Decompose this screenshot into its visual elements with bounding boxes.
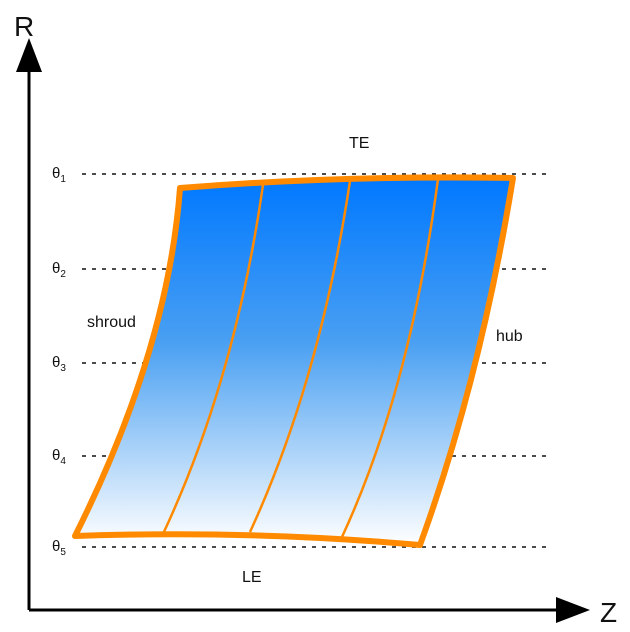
theta-label-1: θ1 xyxy=(52,165,66,185)
r-axis-label: R xyxy=(14,11,34,42)
hub-label: hub xyxy=(496,328,523,345)
theta-label-2: θ2 xyxy=(52,260,66,280)
shroud-label: shroud xyxy=(87,314,136,331)
blade-section-line-3 xyxy=(340,178,440,538)
z-axis-arrow-icon xyxy=(556,597,590,623)
blade-surface xyxy=(72,174,516,548)
z-axis-label: Z xyxy=(600,597,617,628)
theta-label-5: θ5 xyxy=(52,538,66,558)
blade-section-lines xyxy=(161,178,440,538)
le-label: LE xyxy=(242,569,262,586)
r-axis-arrow-icon xyxy=(16,38,42,72)
blade-section-line-1 xyxy=(161,184,265,535)
te-label: TE xyxy=(349,135,369,152)
blade-section-line-2 xyxy=(248,180,352,533)
theta-label-3: θ3 xyxy=(52,354,66,374)
theta-label-4: θ4 xyxy=(52,447,66,467)
